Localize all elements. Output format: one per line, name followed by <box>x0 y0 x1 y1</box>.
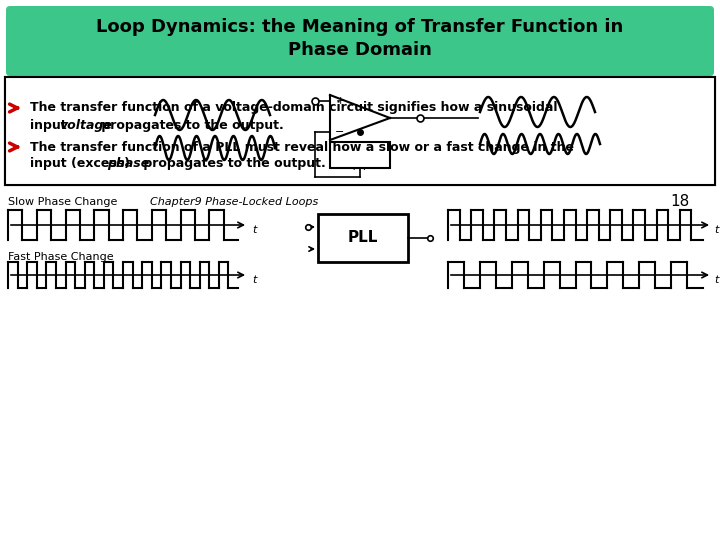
Bar <box>330 142 390 168</box>
Text: +: + <box>336 96 345 106</box>
Text: 18: 18 <box>670 194 690 210</box>
Text: −: − <box>336 127 345 137</box>
Text: Fast Phase Change: Fast Phase Change <box>8 252 114 262</box>
Text: PLL: PLL <box>348 231 378 246</box>
Text: t: t <box>252 225 256 235</box>
Text: Slow Phase Change: Slow Phase Change <box>8 197 117 207</box>
Text: (a): (a) <box>351 159 369 172</box>
Bar <box>5 77 715 185</box>
Text: input (excess): input (excess) <box>30 158 135 171</box>
Bar <box>318 214 408 262</box>
Text: Loop Dynamics: the Meaning of Transfer Function in: Loop Dynamics: the Meaning of Transfer F… <box>96 18 624 36</box>
Text: voltage: voltage <box>59 118 112 132</box>
Text: The transfer function of a PLL must reveal how a slow or a fast change in the: The transfer function of a PLL must reve… <box>30 140 574 153</box>
Text: propagates to the output.: propagates to the output. <box>97 118 284 132</box>
Text: t: t <box>714 225 719 235</box>
Text: t: t <box>714 275 719 285</box>
Text: input: input <box>30 118 71 132</box>
Text: Chapter9 Phase-Locked Loops: Chapter9 Phase-Locked Loops <box>150 197 318 207</box>
Text: t: t <box>252 275 256 285</box>
Bar <box>5 77 715 185</box>
FancyBboxPatch shape <box>6 6 714 76</box>
Text: The transfer function of a voltage-domain circuit signifies how a sinusoidal: The transfer function of a voltage-domai… <box>30 102 557 114</box>
Text: phase: phase <box>107 158 149 171</box>
Text: Phase Domain: Phase Domain <box>288 41 432 59</box>
Text: propagates to the output.: propagates to the output. <box>139 158 325 171</box>
